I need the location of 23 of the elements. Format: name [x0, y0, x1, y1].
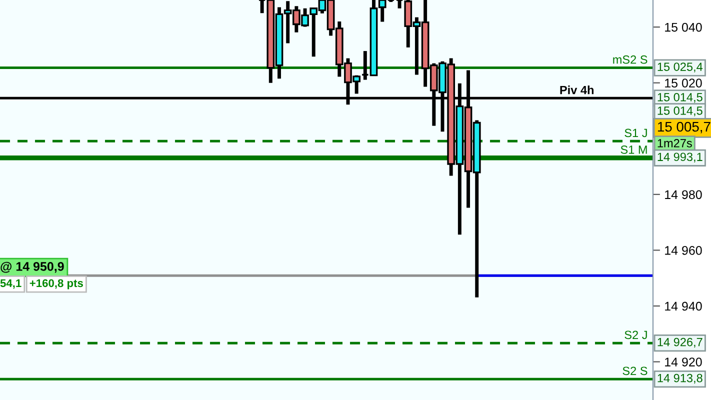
- y-tick-label: 14 980: [665, 190, 702, 200]
- text: 15 025,4: [658, 62, 703, 72]
- annotation: +160,8 pts: [30, 279, 83, 290]
- ref-line-label: @ 14 950,9: [0, 262, 64, 273]
- ref-line-label: Piv 4h: [560, 86, 594, 94]
- text: 14 913,8: [658, 374, 702, 384]
- text: 14 993,1: [658, 152, 702, 162]
- text: 15 005,7: [658, 122, 710, 134]
- y-tick-label: 14 920: [665, 358, 702, 366]
- ref-line-label: S1 M: [620, 146, 647, 154]
- y-tick-label: 14 940: [665, 302, 702, 311]
- text: 14 926,7: [658, 338, 702, 348]
- annotation: 54,1: [0, 279, 22, 289]
- ref-line-label: S1 J: [624, 128, 647, 138]
- y-tick-label: 15 040: [665, 22, 702, 32]
- text: 15 014,5: [658, 106, 702, 116]
- y-tick-label: 14 960: [665, 246, 702, 255]
- text: 15 014,5: [658, 92, 702, 103]
- y-tick-label: 15 020: [665, 78, 702, 88]
- text: 1m27s: [658, 138, 692, 148]
- ref-line-label: mS2 S: [613, 55, 648, 64]
- ref-line-label: S2 S: [622, 366, 648, 376]
- ref-line-label: S2 J: [624, 330, 647, 340]
